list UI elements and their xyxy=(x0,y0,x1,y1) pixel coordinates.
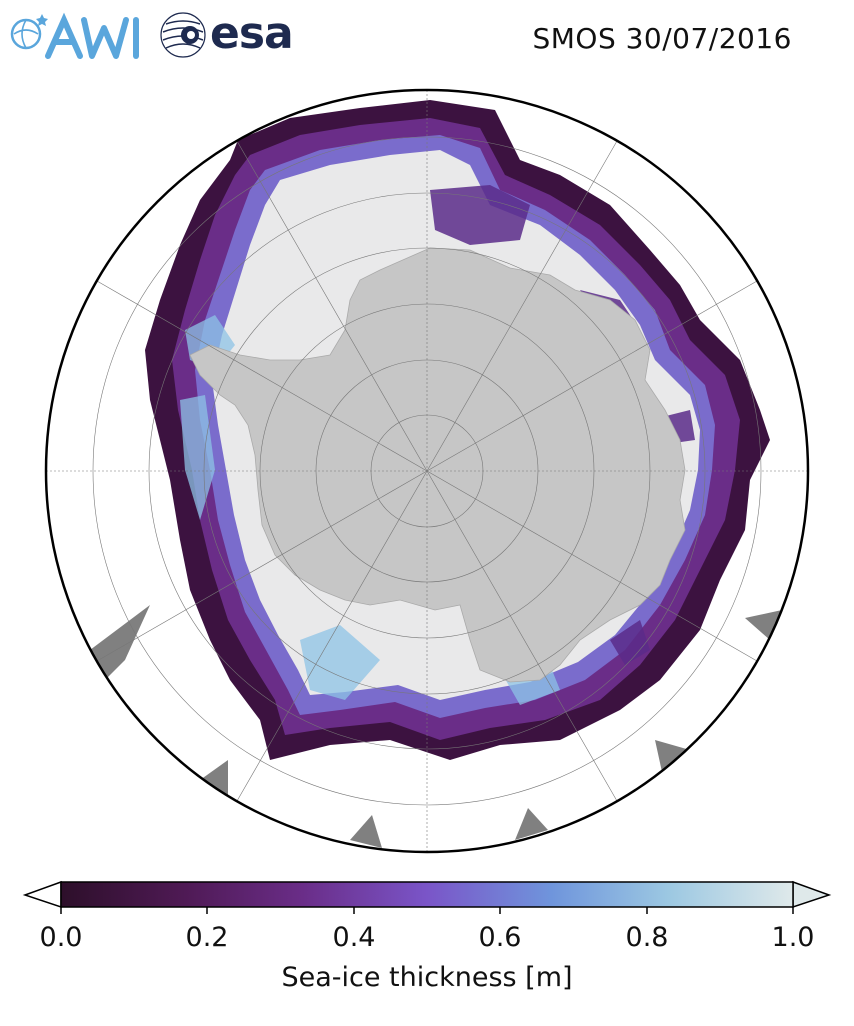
colorbar-tick-label: 0.4 xyxy=(332,922,376,953)
awi-logo-icon xyxy=(10,12,139,59)
colorbar-label: Sea-ice thickness [m] xyxy=(281,962,573,993)
colorbar-tick-label: 1.0 xyxy=(771,922,815,953)
missing-data-wedges xyxy=(90,605,782,848)
polar-map xyxy=(44,88,810,854)
map-title: SMOS 30/07/2016 xyxy=(532,22,792,55)
esa-logo-text: esa xyxy=(210,8,294,59)
colorbar-tick-label: 0.8 xyxy=(625,922,669,953)
colorbar xyxy=(22,880,832,914)
colorbar-tick-label: 0.2 xyxy=(185,922,229,953)
awi-logo xyxy=(8,6,148,66)
colorbar-extend-low xyxy=(22,880,62,909)
colorbar-gradient xyxy=(60,881,794,908)
meridians xyxy=(46,90,808,852)
esa-logo: esa xyxy=(158,8,294,64)
colorbar-extend-high xyxy=(792,880,832,909)
esa-globe-icon xyxy=(160,12,206,58)
colorbar-tick-label: 0.6 xyxy=(478,922,522,953)
map-boundary xyxy=(44,88,810,854)
colorbar-ticks xyxy=(60,907,794,914)
colorbar-tick-label: 0.0 xyxy=(39,922,83,953)
